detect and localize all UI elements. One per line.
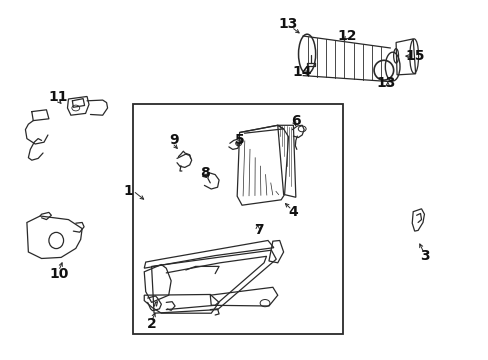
Text: 5: 5 — [234, 134, 244, 147]
Text: 7: 7 — [254, 224, 264, 237]
Text: 13: 13 — [278, 18, 298, 31]
Text: 13: 13 — [376, 76, 395, 90]
Text: 3: 3 — [420, 249, 429, 262]
Text: 2: 2 — [146, 317, 156, 331]
Text: 9: 9 — [168, 134, 178, 147]
Text: 12: 12 — [337, 29, 356, 43]
Text: 11: 11 — [48, 90, 67, 104]
Text: 14: 14 — [292, 65, 311, 79]
Text: 6: 6 — [290, 114, 300, 127]
Text: 4: 4 — [288, 206, 298, 219]
Text: 15: 15 — [405, 49, 425, 63]
Text: 1: 1 — [123, 184, 133, 198]
Bar — [133, 104, 343, 334]
Text: 8: 8 — [200, 166, 210, 180]
Text: 10: 10 — [49, 267, 68, 280]
